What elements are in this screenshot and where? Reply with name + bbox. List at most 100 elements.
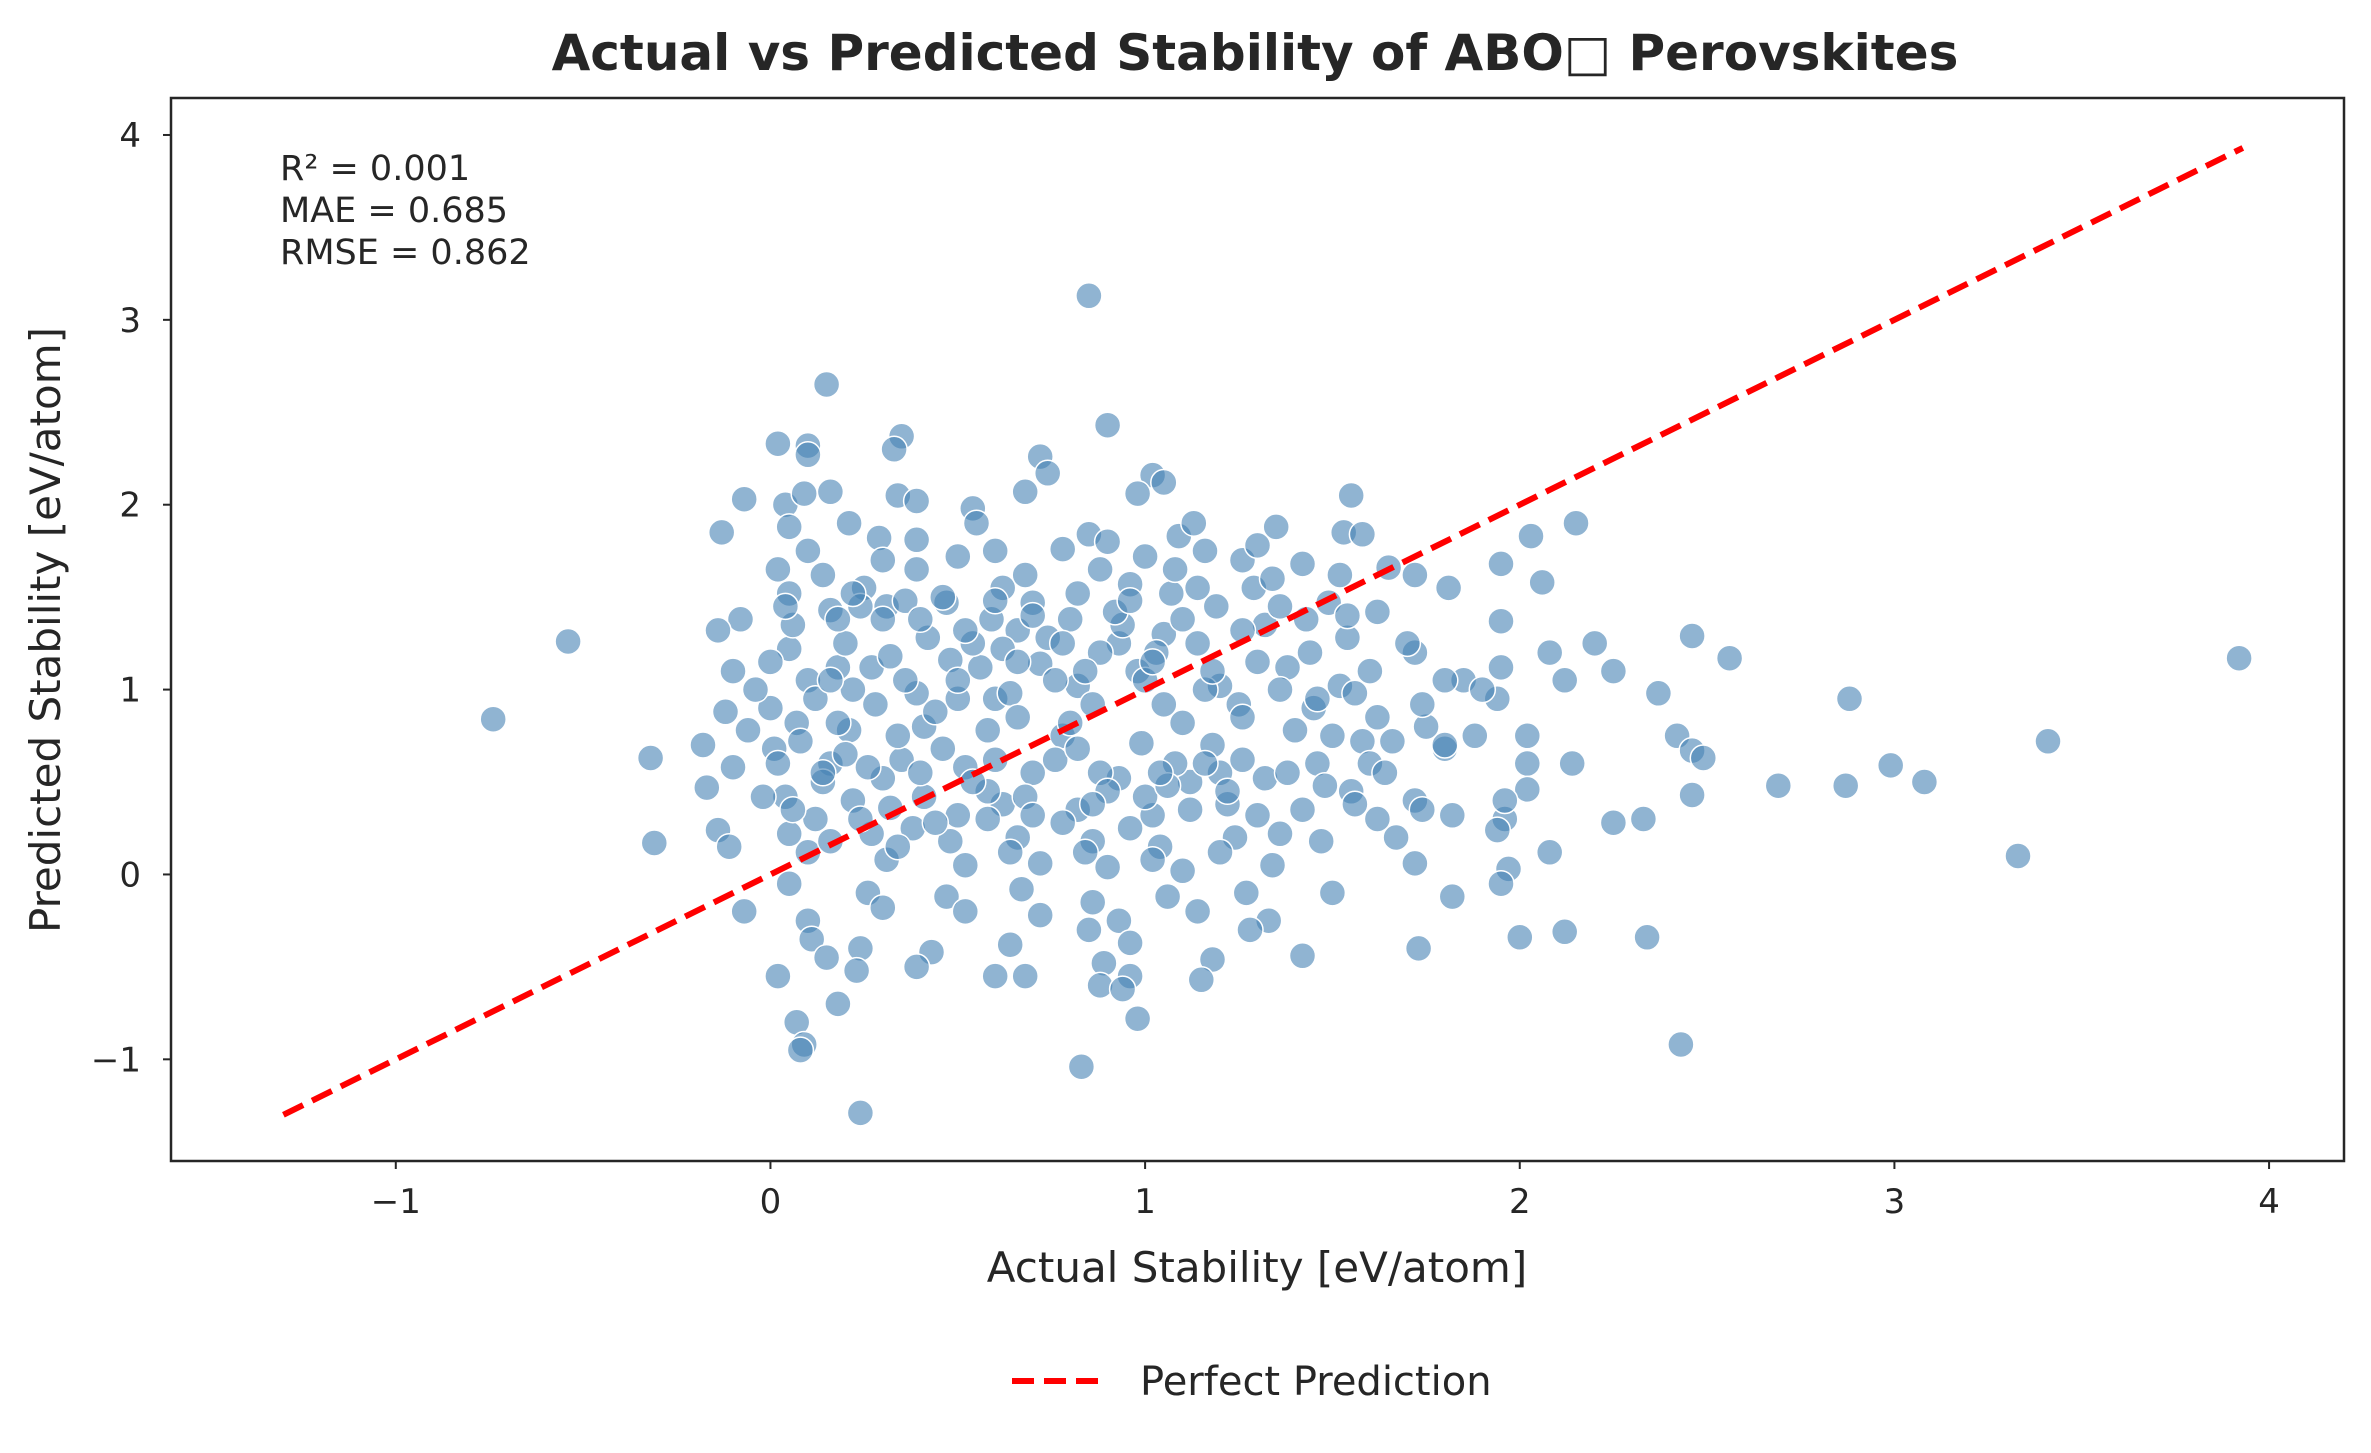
scatter-point	[996, 930, 1024, 959]
scatter-point	[1266, 592, 1294, 621]
scatter-point	[1438, 882, 1467, 911]
x-tick-label: 0	[760, 1182, 782, 1222]
scatter-point	[1131, 783, 1159, 811]
scatter-point	[1243, 648, 1272, 676]
scatter-point	[1273, 759, 1302, 787]
scatter-point	[1232, 879, 1261, 907]
scatter-point	[1056, 605, 1084, 634]
scatter-point	[756, 648, 785, 676]
scatter-point	[929, 583, 957, 611]
scatter-point	[1138, 845, 1167, 874]
scatter-point	[1168, 857, 1197, 885]
scatter-point	[1393, 629, 1422, 658]
scatter-point	[951, 616, 980, 645]
scatter-point	[869, 605, 897, 634]
scatter-point	[764, 555, 792, 584]
scatter-point	[1075, 916, 1103, 944]
scatter-point	[1528, 568, 1556, 597]
scatter-point	[1078, 790, 1107, 818]
scatter-point	[1401, 849, 1429, 878]
scatter-point	[944, 666, 972, 695]
scatter-point	[730, 897, 758, 926]
scatter-point	[996, 838, 1024, 867]
scatter-point	[1168, 605, 1197, 634]
scatter-point	[1018, 601, 1047, 630]
y-tick-label: 3	[119, 301, 141, 341]
scatter-point	[1487, 869, 1515, 898]
scatter-point	[726, 605, 755, 634]
scatter-point	[1105, 906, 1133, 935]
points-layer	[479, 282, 2253, 1127]
scatter-point	[1067, 1052, 1096, 1081]
metric-mae: MAE = 0.685	[280, 191, 508, 231]
x-axis-label: Actual Stability [eV/atom]	[987, 1243, 1527, 1292]
scatter-point	[1026, 901, 1054, 929]
scatter-point	[884, 722, 912, 750]
metric-rmse: RMSE = 0.862	[280, 233, 531, 273]
scatter-point	[1183, 897, 1212, 926]
scatter-point	[951, 851, 980, 879]
scatter-point	[764, 962, 792, 990]
y-tick-label: 0	[119, 855, 141, 895]
scatter-point	[1303, 685, 1332, 713]
scatter-point	[835, 509, 863, 537]
scatter-point	[1071, 838, 1099, 867]
scatter-point	[1629, 805, 1658, 833]
scatter-point	[932, 882, 961, 911]
scatter-point	[906, 605, 935, 634]
scatter-point	[2004, 842, 2032, 870]
scatter-point	[1296, 638, 1324, 667]
scatter-point	[1491, 786, 1519, 815]
y-ticks: −1 0 1 2 3 4	[91, 116, 171, 1080]
scatter-point	[1123, 1004, 1152, 1033]
scatter-point	[1202, 592, 1231, 621]
scatter-point	[1311, 771, 1339, 800]
scatter-point	[730, 485, 758, 513]
scatter-point	[1086, 638, 1114, 667]
line-layer	[282, 145, 2245, 1118]
scatter-point	[1371, 759, 1399, 787]
scatter-point	[1187, 966, 1216, 994]
scatter-point	[921, 698, 950, 726]
scatter-point	[1258, 851, 1287, 879]
scatter-point	[1288, 795, 1317, 824]
scatter-point	[936, 827, 965, 855]
scatter-point	[689, 731, 717, 759]
x-ticks: −1 0 1 2 3 4	[371, 1161, 2280, 1222]
scatter-point	[1266, 675, 1294, 704]
scatter-point	[1176, 795, 1204, 824]
scatter-point	[1678, 781, 1706, 809]
y-axis-label: Predicted Stability [eV/atom]	[21, 327, 70, 933]
scatter-point	[1161, 555, 1189, 584]
x-tick-label: 3	[1884, 1182, 1906, 1222]
scatter-point	[981, 537, 1009, 565]
scatter-point	[1075, 282, 1103, 310]
scatter-point	[1191, 537, 1219, 565]
scatter-point	[801, 685, 830, 713]
scatter-point	[1041, 746, 1069, 774]
scatter-point	[719, 753, 747, 781]
scatter-point	[951, 897, 980, 926]
metric-r2: R² = 0.001	[280, 149, 470, 189]
scatter-point	[1513, 722, 1542, 750]
scatter-point	[1517, 522, 1545, 550]
scatter-point	[1180, 509, 1208, 537]
scatter-point	[1251, 764, 1279, 793]
scatter-point	[876, 642, 905, 671]
scatter-point	[1191, 749, 1219, 778]
scatter-point	[1093, 527, 1122, 556]
scatter-point	[2225, 644, 2253, 672]
scatter-point	[981, 962, 1009, 990]
scatter-point	[1183, 629, 1212, 658]
scatter-point	[1150, 690, 1178, 719]
perfect-prediction-line	[282, 145, 2245, 1118]
scatter-point	[1438, 801, 1467, 830]
scatter-point	[1487, 607, 1515, 635]
scatter-point	[1288, 942, 1317, 970]
scatter-point	[1041, 666, 1069, 695]
scatter-point	[1431, 666, 1459, 695]
scatter-point	[1633, 923, 1661, 952]
scatter-point	[779, 795, 807, 824]
scatter-point	[1123, 479, 1152, 508]
scatter-point	[1146, 759, 1174, 787]
